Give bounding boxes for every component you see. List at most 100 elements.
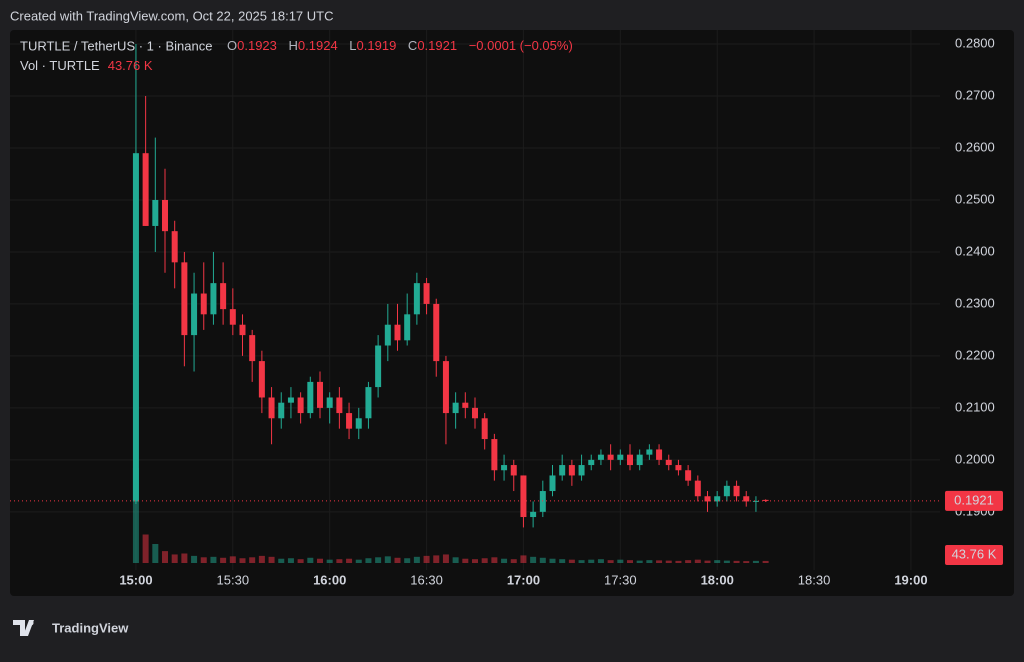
- x-tick-label: 15:00: [119, 572, 152, 587]
- last-price-label: 0.1921: [954, 492, 994, 507]
- candle-body: [636, 454, 643, 466]
- volume-bar: [723, 560, 730, 563]
- x-tick-label: 15:30: [217, 572, 250, 587]
- volume-bar: [307, 557, 314, 563]
- candle-body: [442, 361, 449, 414]
- candle-body: [530, 511, 537, 518]
- volume-bar: [607, 560, 614, 563]
- candle-body: [326, 397, 333, 408]
- volume-bar: [404, 558, 411, 563]
- candle-body: [685, 470, 692, 481]
- volume-box: [945, 545, 1003, 565]
- y-tick-label: 0.2800: [955, 35, 995, 50]
- volume-bar: [665, 560, 672, 563]
- candle-body: [355, 418, 362, 429]
- h-val: 0.1924: [298, 38, 338, 53]
- chart-panel: [10, 30, 1014, 596]
- o-val: 0.1923: [237, 38, 277, 53]
- x-tick-label: 18:30: [798, 572, 831, 587]
- candle-body: [520, 475, 527, 518]
- candle-body: [665, 459, 672, 466]
- volume-bar: [278, 558, 285, 563]
- candle-body: [200, 293, 207, 315]
- candle-body: [549, 475, 556, 492]
- volume-bar: [646, 560, 653, 563]
- candle-body: [210, 283, 217, 315]
- volume-bar: [510, 559, 517, 563]
- volume-bar: [229, 556, 236, 563]
- volume-bar: [258, 555, 265, 563]
- vol-key: Vol · TURTLE: [20, 58, 100, 73]
- candle-body: [365, 387, 372, 419]
- candle-body: [472, 407, 478, 419]
- volume-bar: [171, 554, 178, 563]
- plot: 0.2800 0.2700 0.2600 0.2500 0.2400 0.2300 0.22…: [10, 30, 1003, 587]
- candle-body: [752, 500, 759, 502]
- c-val: 0.1921: [417, 38, 457, 53]
- x-tick-label: 18:00: [701, 572, 734, 587]
- volume-bar: [346, 558, 353, 563]
- x-tick-label: 16:00: [313, 572, 346, 587]
- candle-body: [588, 459, 595, 466]
- x-tick-label: 16:30: [410, 572, 443, 587]
- candle-body: [297, 397, 304, 414]
- l-key: L: [349, 38, 356, 53]
- candle-body: [394, 324, 401, 341]
- h-key: H: [289, 38, 298, 53]
- candle-body: [384, 324, 391, 346]
- last-price-box: [945, 490, 1003, 511]
- volume-bar: [752, 560, 759, 563]
- candle-body: [433, 303, 440, 362]
- vol-val: 43.76 K: [108, 58, 153, 73]
- candle-body: [510, 465, 517, 476]
- volume-bar: [200, 557, 207, 563]
- volume-bar: [617, 559, 624, 563]
- volume-bar: [568, 559, 575, 563]
- volume-bar: [481, 558, 488, 563]
- volume-bar: [336, 559, 343, 563]
- volume-bar: [384, 556, 391, 563]
- candle-body: [336, 397, 343, 414]
- o-key: O: [227, 38, 237, 53]
- volume-bar: [152, 544, 159, 563]
- x-tick-label: 17:30: [604, 572, 637, 587]
- candle-body: [220, 283, 227, 310]
- candle-body: [258, 361, 265, 398]
- candle-body: [307, 381, 314, 414]
- logo-dot: [28, 620, 34, 626]
- legend-volume: Vol · TURTLE 43.76 K: [20, 58, 153, 73]
- y-tick-label: 0.2500: [955, 191, 995, 206]
- candle-body: [152, 199, 159, 226]
- volume-bar: [539, 557, 546, 563]
- y-tick-label: 0.2200: [955, 347, 995, 362]
- volume-bar: [636, 560, 643, 563]
- volume-bar: [704, 560, 711, 563]
- y-tick-label: 0.2400: [955, 243, 995, 258]
- volume-bar: [433, 555, 440, 563]
- volume-bar: [762, 560, 769, 563]
- volume-bar: [578, 560, 585, 563]
- candle-body: [191, 293, 198, 336]
- volume-bar: [472, 559, 478, 563]
- volume-bar: [694, 559, 701, 563]
- candle-body: [452, 402, 459, 414]
- volume-bar: [375, 557, 382, 563]
- candle-body: [646, 449, 653, 455]
- y-tick-label: 0.2600: [955, 139, 995, 154]
- volume-bar: [627, 560, 633, 563]
- candle-body: [404, 314, 411, 341]
- candle-body: [578, 465, 585, 476]
- volume-bar: [249, 557, 256, 563]
- volume-bar: [132, 468, 139, 563]
- volume-bar: [733, 560, 740, 563]
- l-val: 0.1919: [357, 38, 397, 53]
- candle-body: [375, 345, 382, 388]
- volume-bar: [549, 558, 556, 563]
- y-tick-label: 0.2100: [955, 399, 995, 414]
- volume-bar: [191, 555, 198, 563]
- candle-body: [462, 402, 469, 408]
- candle-body: [287, 397, 294, 403]
- candle-body: [694, 480, 701, 497]
- volume-bar: [743, 561, 750, 563]
